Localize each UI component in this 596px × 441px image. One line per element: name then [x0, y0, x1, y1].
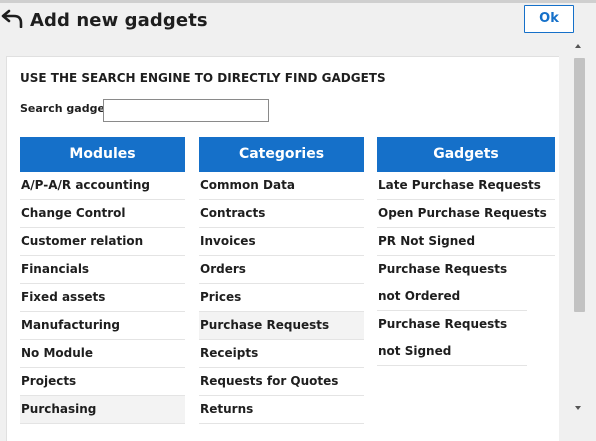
category-item[interactable]: Requests for Quotes [199, 368, 364, 396]
search-label: Search gadget [20, 102, 111, 115]
window-top-border [0, 0, 596, 3]
gadget-item[interactable]: Purchase Requests not Signed [377, 311, 527, 366]
category-item[interactable]: Common Data [199, 172, 364, 200]
category-item[interactable]: Returns [199, 396, 364, 424]
category-item[interactable]: Receipts [199, 340, 364, 368]
category-item[interactable]: Prices [199, 284, 364, 312]
back-arrow-icon[interactable] [1, 8, 23, 29]
gadget-item[interactable]: PR Not Signed [377, 228, 555, 256]
module-item[interactable]: Customer relation [20, 228, 185, 256]
category-item[interactable]: Orders [199, 256, 364, 284]
scroll-up-arrow-icon[interactable] [575, 44, 581, 48]
scroll-thumb[interactable] [574, 58, 585, 312]
module-item[interactable]: No Module [20, 340, 185, 368]
modules-header: Modules [20, 137, 185, 172]
gadgets-column: Gadgets Late Purchase Requests Open Purc… [377, 137, 555, 366]
gadget-item[interactable]: Late Purchase Requests [377, 172, 555, 200]
gadgets-header: Gadgets [377, 137, 555, 172]
category-item[interactable]: Invoices [199, 228, 364, 256]
category-item[interactable]: Contracts [199, 200, 364, 228]
vertical-scrollbar[interactable] [570, 42, 588, 420]
gadget-panel: USE THE SEARCH ENGINE TO DIRECTLY FIND G… [6, 56, 559, 441]
gadget-item[interactable]: Purchase Requests not Ordered [377, 256, 527, 311]
dialog-title: Add new gadgets [30, 10, 208, 31]
module-item[interactable]: Manufacturing [20, 312, 185, 340]
ok-button[interactable]: Ok [524, 5, 574, 33]
module-item[interactable]: Financials [20, 256, 185, 284]
search-heading: USE THE SEARCH ENGINE TO DIRECTLY FIND G… [20, 71, 386, 85]
modules-column: Modules A/P-A/R accounting Change Contro… [20, 137, 185, 424]
categories-column: Categories Common Data Contracts Invoice… [199, 137, 364, 424]
search-input[interactable] [103, 99, 269, 122]
gadget-item[interactable]: Open Purchase Requests [377, 200, 555, 228]
module-item[interactable]: Projects [20, 368, 185, 396]
module-item[interactable]: Purchasing [20, 396, 185, 424]
scroll-down-arrow-icon[interactable] [575, 406, 581, 410]
module-item[interactable]: Change Control [20, 200, 185, 228]
categories-header: Categories [199, 137, 364, 172]
module-item[interactable]: A/P-A/R accounting [20, 172, 185, 200]
module-item[interactable]: Fixed assets [20, 284, 185, 312]
dialog-header: Add new gadgets Ok [0, 3, 596, 41]
category-item[interactable]: Purchase Requests [199, 312, 364, 340]
gadget-item-label: Purchase Requests not Ordered [378, 262, 508, 303]
gadget-item-label: Purchase Requests not Signed [378, 317, 508, 358]
